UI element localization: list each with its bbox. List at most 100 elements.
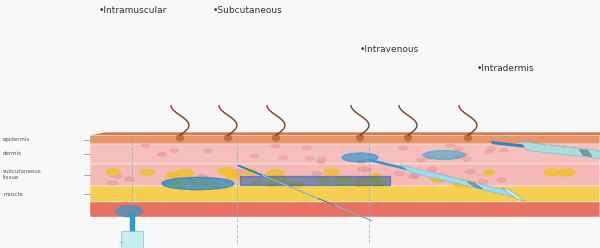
Circle shape xyxy=(358,167,367,171)
Circle shape xyxy=(368,179,386,186)
Circle shape xyxy=(452,155,461,158)
Circle shape xyxy=(189,178,204,184)
Circle shape xyxy=(158,153,167,156)
Circle shape xyxy=(163,181,172,185)
Ellipse shape xyxy=(162,177,234,190)
Circle shape xyxy=(226,172,242,179)
Circle shape xyxy=(462,157,470,161)
Polygon shape xyxy=(238,165,271,179)
Circle shape xyxy=(408,175,418,179)
Polygon shape xyxy=(491,142,524,147)
Circle shape xyxy=(500,149,508,152)
Ellipse shape xyxy=(464,135,472,141)
Polygon shape xyxy=(579,150,592,156)
Circle shape xyxy=(367,177,382,183)
Circle shape xyxy=(485,150,494,153)
Circle shape xyxy=(312,172,322,176)
Circle shape xyxy=(370,174,380,178)
Circle shape xyxy=(202,181,217,187)
Ellipse shape xyxy=(404,135,412,141)
Circle shape xyxy=(158,153,166,156)
Circle shape xyxy=(431,176,446,182)
Circle shape xyxy=(191,183,200,186)
Circle shape xyxy=(279,156,287,159)
Circle shape xyxy=(431,176,443,181)
Circle shape xyxy=(341,177,350,181)
Text: dermis: dermis xyxy=(3,151,22,156)
Ellipse shape xyxy=(356,135,364,141)
Text: •Intramuscular: •Intramuscular xyxy=(99,6,167,15)
Circle shape xyxy=(204,149,212,153)
Circle shape xyxy=(558,169,575,176)
Circle shape xyxy=(460,153,469,156)
Circle shape xyxy=(124,177,134,181)
Circle shape xyxy=(272,177,288,184)
Circle shape xyxy=(362,168,371,172)
Ellipse shape xyxy=(224,135,232,141)
Bar xyxy=(90,202,600,217)
Text: muscle: muscle xyxy=(3,191,23,197)
Polygon shape xyxy=(501,188,525,201)
Circle shape xyxy=(324,169,339,175)
Polygon shape xyxy=(262,175,367,218)
Circle shape xyxy=(487,147,496,150)
Circle shape xyxy=(454,147,463,151)
Ellipse shape xyxy=(272,135,280,141)
Circle shape xyxy=(170,149,178,152)
Ellipse shape xyxy=(116,206,142,217)
Circle shape xyxy=(305,157,314,160)
Polygon shape xyxy=(521,142,600,161)
Circle shape xyxy=(483,170,494,175)
Circle shape xyxy=(172,181,186,187)
Circle shape xyxy=(302,146,311,150)
Polygon shape xyxy=(318,198,335,205)
Polygon shape xyxy=(121,231,143,248)
Circle shape xyxy=(497,178,506,182)
Circle shape xyxy=(197,175,207,179)
Circle shape xyxy=(112,174,121,178)
Text: •Subcutaneous: •Subcutaneous xyxy=(213,6,283,15)
Circle shape xyxy=(425,155,434,159)
Circle shape xyxy=(250,154,259,158)
Circle shape xyxy=(334,177,352,185)
Polygon shape xyxy=(400,165,520,199)
Circle shape xyxy=(218,168,235,175)
Circle shape xyxy=(446,144,455,147)
Circle shape xyxy=(142,144,150,147)
Polygon shape xyxy=(90,132,600,135)
Circle shape xyxy=(417,158,425,162)
Circle shape xyxy=(452,180,471,187)
Circle shape xyxy=(317,179,330,184)
Circle shape xyxy=(173,173,182,177)
Circle shape xyxy=(176,170,193,177)
Circle shape xyxy=(108,181,118,185)
Circle shape xyxy=(106,169,120,175)
Text: •Intradermis: •Intradermis xyxy=(477,64,535,73)
Circle shape xyxy=(267,170,284,177)
Circle shape xyxy=(466,170,475,174)
Polygon shape xyxy=(467,182,482,189)
Circle shape xyxy=(435,174,445,178)
Circle shape xyxy=(461,181,475,186)
Circle shape xyxy=(478,180,488,184)
Circle shape xyxy=(544,169,560,176)
Circle shape xyxy=(140,170,154,175)
Text: •Intravenous: •Intravenous xyxy=(360,45,419,54)
Bar xyxy=(90,164,600,186)
Polygon shape xyxy=(368,159,407,169)
Bar xyxy=(90,144,600,164)
Circle shape xyxy=(266,181,277,186)
Circle shape xyxy=(427,167,437,171)
Bar xyxy=(90,135,600,144)
Circle shape xyxy=(353,180,370,186)
Circle shape xyxy=(317,157,326,161)
Text: subcutaneous
tissue: subcutaneous tissue xyxy=(3,169,41,180)
Circle shape xyxy=(235,170,244,174)
Ellipse shape xyxy=(342,153,378,162)
Circle shape xyxy=(358,160,366,163)
Circle shape xyxy=(166,172,180,178)
Circle shape xyxy=(552,145,560,149)
Ellipse shape xyxy=(176,135,184,141)
Circle shape xyxy=(410,173,419,177)
Bar xyxy=(90,186,600,202)
